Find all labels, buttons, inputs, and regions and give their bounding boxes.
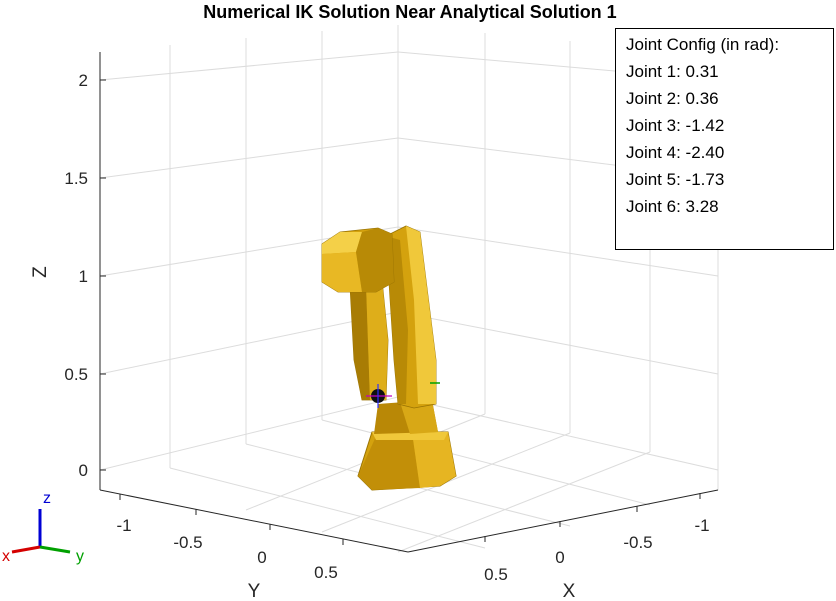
joint-config-line: Joint 2: 0.36 xyxy=(626,89,719,108)
joint-config-line: Joint 1: 0.31 xyxy=(626,62,719,81)
x-axis-label: X xyxy=(563,581,576,601)
y-axis-label: Y xyxy=(248,581,261,601)
triad-z-label: z xyxy=(43,490,51,507)
y-tick-label: -1 xyxy=(116,516,131,535)
x-tick-label: -0.5 xyxy=(623,533,652,552)
y-tick-label: -0.5 xyxy=(173,533,202,552)
y-tick-label: 0 xyxy=(257,548,266,567)
joint-config-heading: Joint Config (in rad): xyxy=(626,35,780,54)
figure-title: Numerical IK Solution Near Analytical So… xyxy=(203,2,616,22)
z-axis-label: Z xyxy=(30,266,51,278)
axis-lines xyxy=(99,52,719,553)
joint-config-line: Joint 5: -1.73 xyxy=(626,170,725,189)
z-tick-label: 2 xyxy=(79,71,88,90)
joint-config-line: Joint 3: -1.42 xyxy=(626,116,725,135)
z-tick-label: 1.5 xyxy=(64,169,88,188)
orientation-triad: z x y xyxy=(2,490,84,565)
x-tick-label: 0.5 xyxy=(484,565,508,584)
triad-y-label: y xyxy=(76,548,84,565)
x-tick-label: -1 xyxy=(694,516,709,535)
y-tick-label: 0.5 xyxy=(314,563,338,582)
z-tick-label: 0.5 xyxy=(64,365,88,384)
joint-config-line: Joint 6: 3.28 xyxy=(626,197,719,216)
robot-arm-model[interactable] xyxy=(321,225,457,491)
z-tick-label: 1 xyxy=(79,267,88,286)
x-tick-label: 0 xyxy=(555,548,564,567)
joint-config-line: Joint 4: -2.40 xyxy=(626,143,725,162)
triad-x-label: x xyxy=(2,548,10,565)
z-tick-label: 0 xyxy=(79,461,88,480)
joint-config-annotation: Joint Config (in rad): Joint 1: 0.31 Joi… xyxy=(615,28,834,250)
